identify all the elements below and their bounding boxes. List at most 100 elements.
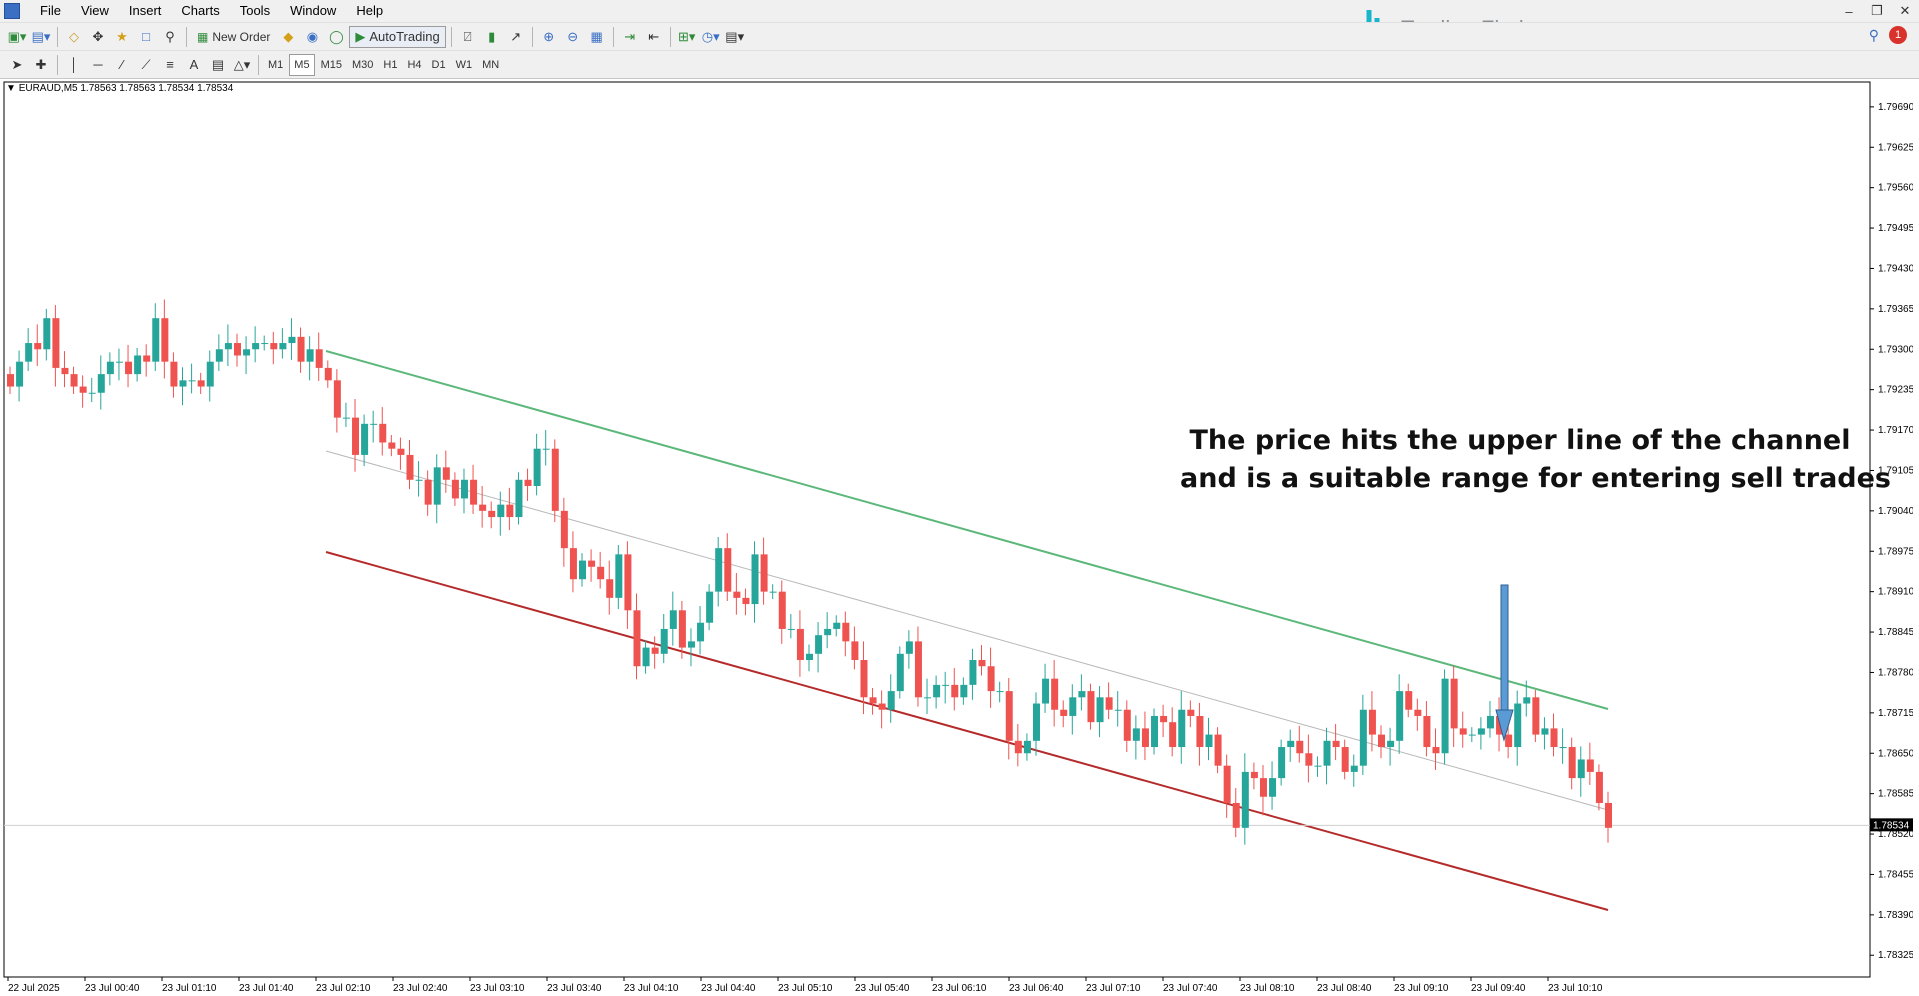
bearish-candle bbox=[161, 318, 169, 362]
timeframe-w1[interactable]: W1 bbox=[455, 58, 473, 71]
x-tick-label: 22 Jul 2025 bbox=[8, 983, 60, 994]
separator bbox=[450, 26, 452, 47]
trendline-icon[interactable]: ∕ bbox=[120, 57, 124, 72]
templates-icon[interactable]: ▤▾ bbox=[725, 28, 745, 44]
shapes-icon[interactable]: △▾ bbox=[233, 56, 251, 72]
bullish-candle bbox=[152, 318, 160, 362]
terminal-icon[interactable]: □ bbox=[142, 29, 150, 44]
x-tick-label: 23 Jul 08:40 bbox=[1317, 983, 1372, 994]
new-chart-icon[interactable]: ▣▾ bbox=[7, 28, 27, 44]
fibonacci-icon[interactable]: ≡ bbox=[166, 57, 174, 72]
bearish-candle bbox=[633, 610, 641, 667]
menu-view[interactable]: View bbox=[80, 3, 109, 18]
chart-shift-icon[interactable]: ⇤ bbox=[648, 28, 660, 44]
periods-icon[interactable]: ◷▾ bbox=[701, 28, 720, 44]
menu-insert[interactable]: Insert bbox=[128, 3, 162, 18]
menu-window[interactable]: Window bbox=[290, 3, 337, 18]
profiles-icon[interactable]: ▤▾ bbox=[31, 28, 51, 44]
bullish-candle bbox=[1032, 703, 1040, 741]
timeframe-mn[interactable]: MN bbox=[482, 58, 500, 71]
zoom-out-icon[interactable]: ⊖ bbox=[567, 28, 579, 44]
bullish-candle bbox=[996, 691, 1004, 693]
experts-icon[interactable]: ◉ bbox=[306, 28, 319, 44]
bearish-candle bbox=[624, 554, 632, 611]
text-label-icon[interactable]: ▤ bbox=[211, 56, 225, 72]
indicators-icon[interactable]: ⊞▾ bbox=[677, 28, 696, 44]
bearish-candle bbox=[1087, 691, 1095, 723]
vertical-line-icon[interactable]: │ bbox=[69, 57, 79, 72]
bearish-candle bbox=[406, 454, 414, 480]
candlestick-icon[interactable]: ▮ bbox=[488, 28, 496, 44]
top-right-controls: ⚲ 1 bbox=[1869, 26, 1907, 44]
bullish-candle bbox=[1359, 709, 1367, 766]
timeframe-m30[interactable]: M30 bbox=[351, 58, 374, 71]
bearish-candle bbox=[742, 597, 750, 605]
auto-scroll-icon[interactable]: ⇥ bbox=[624, 28, 636, 44]
signals-icon[interactable]: ◯ bbox=[329, 28, 344, 44]
strategy-tester-icon[interactable]: ⚲ bbox=[165, 28, 175, 44]
chart-menu-icon[interactable]: ▼ bbox=[6, 83, 16, 94]
bullish-candle bbox=[515, 479, 523, 518]
price-chart[interactable]: 1.79690 1.79625 1.79560 1.79495 1.79430 1.793… bbox=[2, 80, 1913, 996]
menu-charts[interactable]: Charts bbox=[181, 3, 220, 18]
x-tick-label: 23 Jul 06:10 bbox=[932, 983, 987, 994]
restore-icon[interactable]: ❐ bbox=[1871, 3, 1883, 18]
search-icon[interactable]: ⚲ bbox=[1868, 26, 1879, 43]
bar-chart-icon[interactable]: ⍁ bbox=[463, 28, 472, 44]
bullish-candle bbox=[1468, 734, 1476, 736]
app-icon bbox=[4, 3, 20, 19]
x-tick-label: 23 Jul 02:40 bbox=[393, 983, 448, 994]
crosshair-icon[interactable]: ✚ bbox=[35, 56, 47, 72]
new-order-button[interactable]: ▦ New Order bbox=[192, 26, 275, 48]
menu-file[interactable]: File bbox=[40, 3, 61, 18]
horizontal-line-icon[interactable]: ─ bbox=[93, 57, 103, 72]
channel-middle-line bbox=[325, 450, 1609, 811]
bullish-candle bbox=[887, 691, 895, 710]
bearish-candle bbox=[315, 349, 323, 368]
metaeditor-icon[interactable]: ◆ bbox=[283, 28, 294, 44]
bearish-candle bbox=[1105, 697, 1113, 710]
minimize-icon[interactable]: – bbox=[1845, 3, 1853, 19]
bearish-candle bbox=[79, 386, 87, 393]
market-watch-icon[interactable]: ◇ bbox=[69, 28, 79, 44]
bearish-candle bbox=[170, 361, 178, 387]
cursor-icon[interactable]: ➤ bbox=[11, 56, 23, 72]
bearish-candle bbox=[388, 442, 396, 449]
bullish-candle bbox=[806, 653, 813, 661]
y-tick-label: 1.78325 bbox=[1878, 950, 1913, 961]
data-window-icon[interactable]: ✥ bbox=[92, 28, 104, 44]
channel-lower-line bbox=[325, 551, 1609, 911]
channel-icon[interactable]: ⟋ bbox=[141, 56, 151, 72]
bullish-candle bbox=[960, 684, 968, 698]
x-tick-label: 23 Jul 03:40 bbox=[547, 983, 602, 994]
close-icon[interactable]: ✕ bbox=[1899, 3, 1911, 18]
timeframe-h1[interactable]: H1 bbox=[383, 58, 398, 71]
bearish-candle bbox=[724, 548, 732, 592]
menu-tools[interactable]: Tools bbox=[239, 3, 271, 18]
bearish-candle bbox=[1423, 715, 1431, 748]
bearish-candle bbox=[1187, 709, 1195, 716]
timeframe-h4[interactable]: H4 bbox=[407, 58, 422, 71]
annotation-line-1: The price hits the upper line of the cha… bbox=[1189, 425, 1851, 456]
bullish-candle bbox=[115, 361, 123, 363]
timeframe-m1[interactable]: M1 bbox=[268, 58, 284, 71]
zoom-in-icon[interactable]: ⊕ bbox=[543, 28, 555, 44]
bullish-candle bbox=[896, 653, 904, 692]
autotrading-button[interactable]: ▶ AutoTrading bbox=[349, 25, 446, 48]
timeframe-m15[interactable]: M15 bbox=[320, 58, 342, 71]
bullish-candle bbox=[224, 343, 232, 350]
bearish-candle bbox=[1332, 740, 1340, 748]
new-order-icon: ▦ bbox=[197, 29, 209, 44]
bearish-candle bbox=[1014, 740, 1022, 754]
bearish-candle bbox=[125, 361, 133, 375]
timeframe-m5[interactable]: M5 bbox=[289, 53, 315, 76]
bearish-candle bbox=[352, 417, 360, 455]
tile-windows-icon[interactable]: ▦ bbox=[590, 28, 603, 44]
navigator-icon[interactable]: ★ bbox=[116, 28, 128, 44]
bullish-candle bbox=[188, 380, 196, 382]
timeframe-d1[interactable]: D1 bbox=[431, 58, 446, 71]
notification-badge[interactable]: 1 bbox=[1889, 26, 1907, 44]
text-icon[interactable]: A bbox=[189, 57, 199, 72]
menu-help[interactable]: Help bbox=[356, 3, 384, 18]
line-chart-icon[interactable]: ↗ bbox=[510, 28, 522, 44]
